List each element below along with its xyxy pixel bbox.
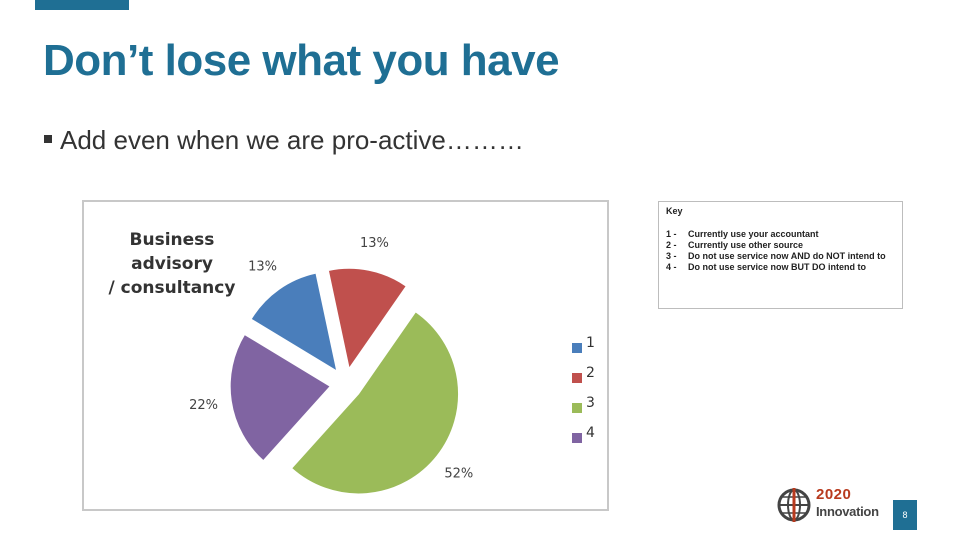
key-text: Currently use your accountant (688, 229, 819, 239)
slide-title: Don’t lose what you have (43, 36, 560, 85)
key-number: 2 - (666, 240, 677, 250)
pie-slice-4 (229, 333, 331, 462)
legend-swatch-1 (572, 343, 582, 353)
key-number: 3 - (666, 251, 677, 261)
bullet-text: Add even when we are pro-active……… (60, 125, 524, 155)
key-row: 3 - Do not use service now AND do NOT in… (666, 251, 896, 262)
legend-swatch-3 (572, 403, 582, 413)
key-row: 1 - Currently use your accountant (666, 229, 896, 240)
top-accent-bar (35, 0, 129, 10)
data-label-3: 52% (444, 466, 473, 481)
legend-item: 1 (572, 335, 608, 365)
key-text: Do not use service now BUT DO intend to (688, 262, 867, 272)
key-list: 1 - Currently use your accountant 2 - Cu… (666, 229, 896, 273)
legend-item: 2 (572, 365, 608, 395)
chart-legend: 1 2 3 4 (572, 335, 608, 455)
pie-chart: 13% 52% 22% 13% (189, 236, 473, 495)
bullet-item: Add even when we are pro-active……… (44, 125, 524, 156)
legend-label-2: 2 (586, 365, 595, 381)
logo-text-innovation: Innovation (816, 504, 879, 519)
legend-swatch-4 (572, 433, 582, 443)
chart-title-line-1: Business advisory (129, 230, 215, 274)
pie-slice-3 (290, 311, 460, 495)
legend-item: 4 (572, 425, 608, 455)
legend-label-1: 1 (586, 335, 595, 351)
key-title: Key (666, 206, 683, 216)
legend-swatch-2 (572, 373, 582, 383)
pie-slice-1 (250, 272, 338, 372)
chart-title-line-2: / consultancy (108, 278, 236, 298)
page-number: 8 (893, 500, 917, 530)
legend-label-3: 3 (586, 395, 595, 411)
key-number: 4 - (666, 262, 677, 272)
key-row: 2 - Currently use other source (666, 240, 896, 251)
key-text: Currently use other source (688, 240, 804, 250)
bullet-square-icon (44, 135, 52, 144)
key-text: Do not use service now AND do NOT intend… (688, 251, 886, 261)
pie-slice-2 (327, 267, 407, 370)
data-label-1: 13% (248, 260, 277, 275)
pie-chart-frame: Business advisory / consultancy 13% 52% 22… (82, 200, 609, 511)
logo-text-2020: 2020 (816, 486, 852, 503)
data-label-4: 22% (189, 398, 218, 413)
globe-icon (777, 488, 811, 522)
legend-item: 3 (572, 395, 608, 425)
data-label-2: 13% (360, 236, 389, 251)
key-row: 4 - Do not use service now BUT DO intend… (666, 262, 896, 273)
key-number: 1 - (666, 229, 677, 239)
key-box: Key 1 - Currently use your accountant 2 … (658, 201, 903, 309)
legend-label-4: 4 (586, 425, 595, 441)
company-logo: 2020 Innovation (776, 486, 884, 524)
chart-title: Business advisory / consultancy (92, 228, 252, 300)
